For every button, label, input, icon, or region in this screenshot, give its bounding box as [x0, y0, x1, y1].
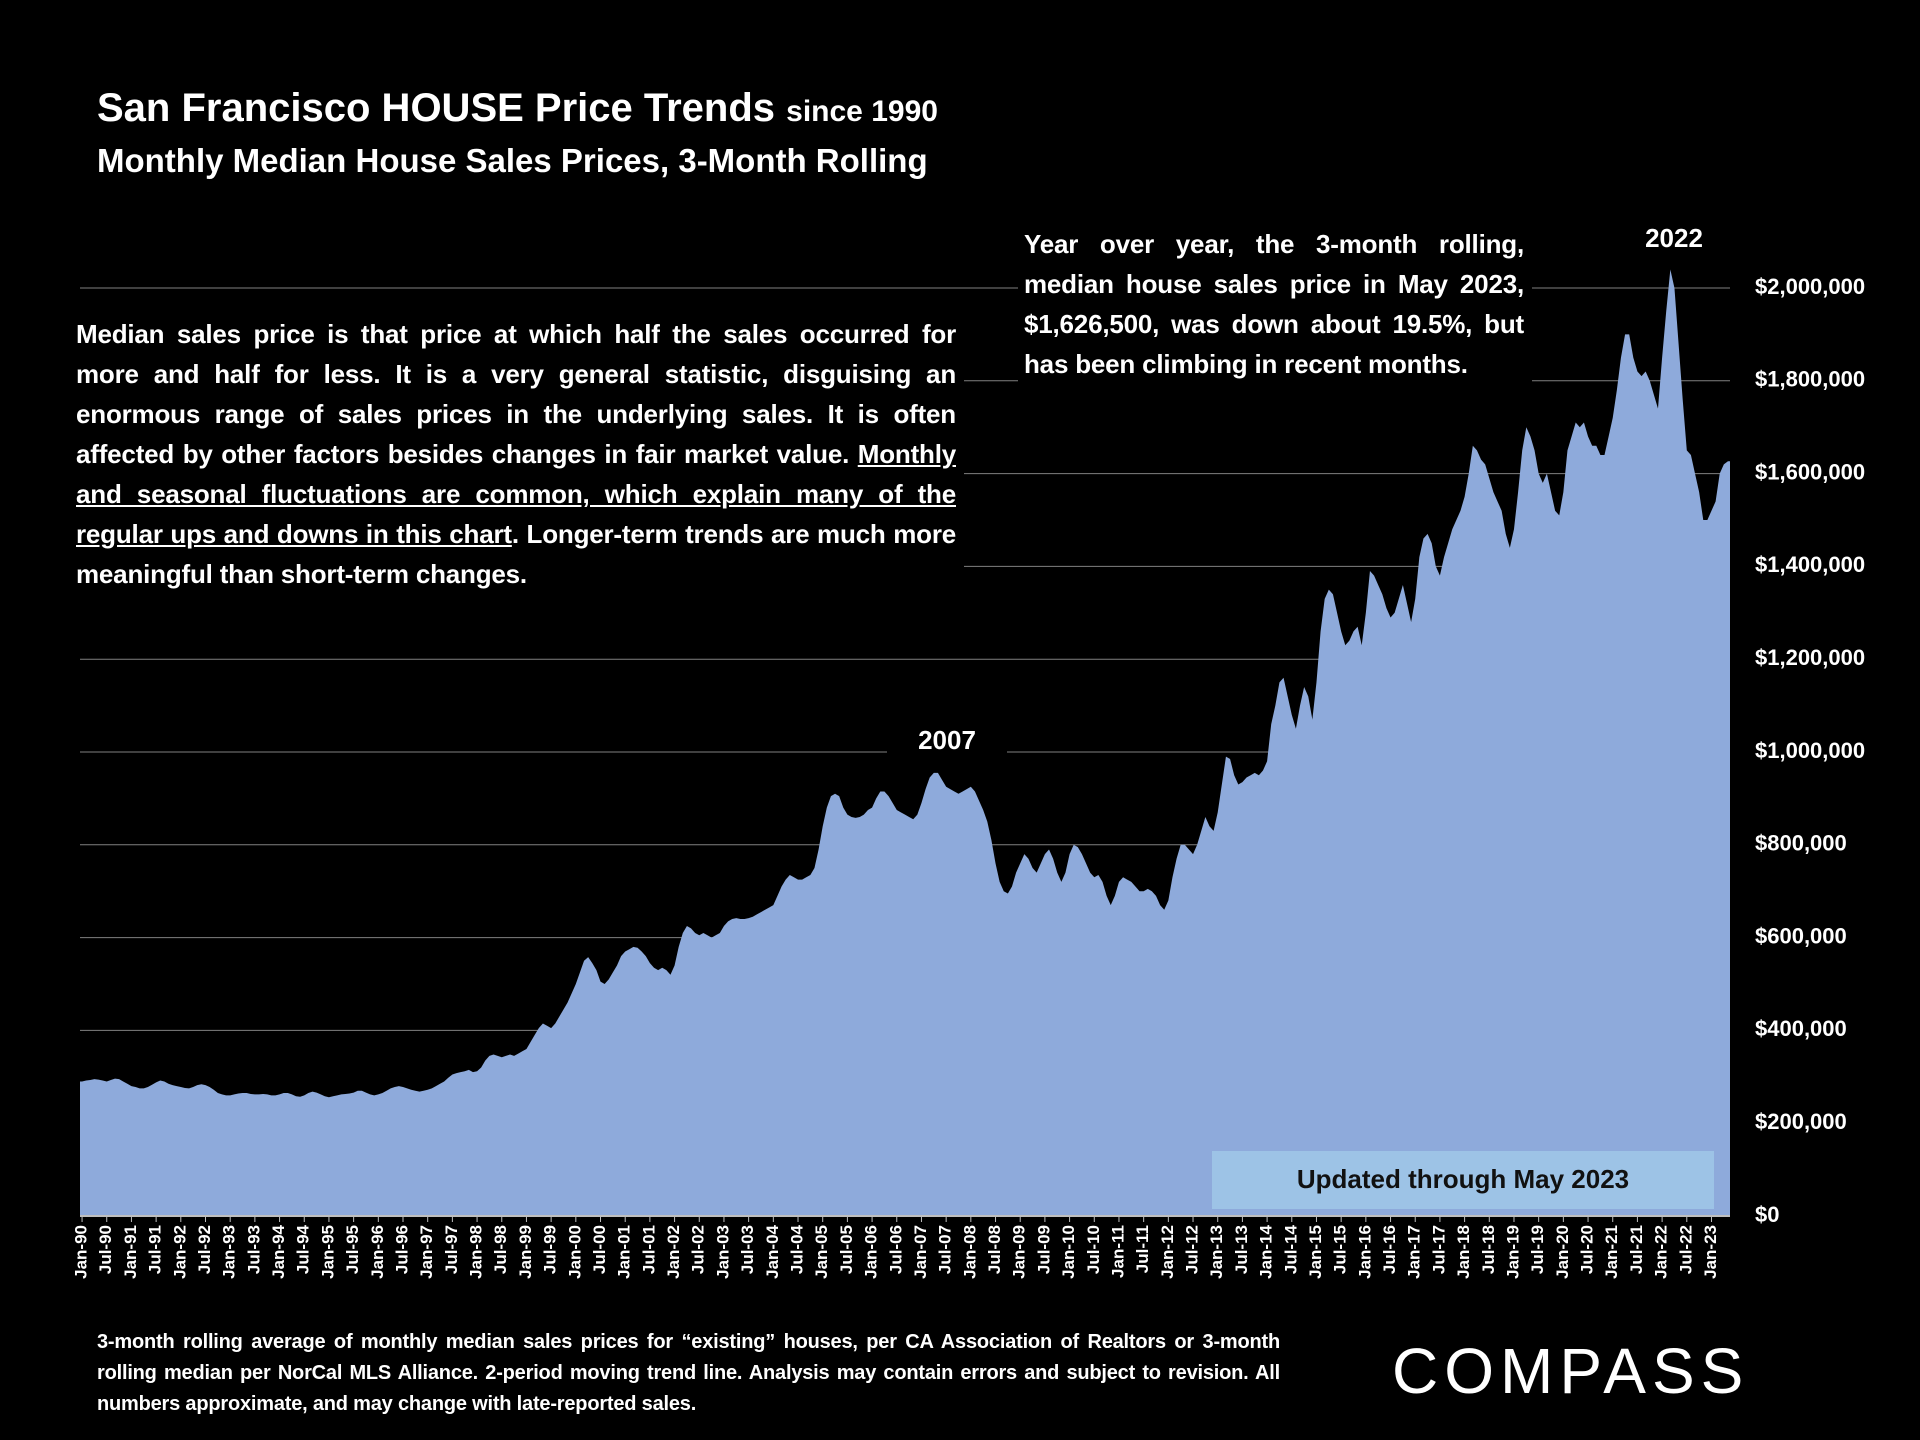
- y-tick-label: $2,000,000: [1755, 274, 1865, 299]
- chart-title-block: San Francisco HOUSE Price Trends since 1…: [97, 86, 938, 131]
- x-tick-label: Jan-11: [1108, 1225, 1127, 1278]
- chart-title: San Francisco HOUSE Price Trends: [97, 86, 776, 130]
- left-note: Median sales price is that price at whic…: [70, 314, 964, 600]
- logo: COMPASS: [1392, 1335, 1750, 1407]
- x-tick-label: Jul-15: [1331, 1225, 1350, 1274]
- chart-title-suffix: since 1990: [786, 95, 938, 128]
- y-tick-label: $1,200,000: [1755, 645, 1865, 670]
- x-tick-label: Jan-13: [1207, 1225, 1226, 1279]
- x-tick-label: Jan-98: [467, 1225, 486, 1279]
- x-tick-label: Jul-94: [294, 1224, 313, 1274]
- x-tick-label: Jan-91: [121, 1225, 140, 1279]
- x-tick-label: Jul-19: [1528, 1225, 1547, 1274]
- x-tick-label: Jul-12: [1183, 1225, 1202, 1274]
- x-tick-label: Jan-90: [72, 1225, 91, 1279]
- x-tick-label: Jul-06: [886, 1225, 905, 1274]
- y-tick-label: $1,800,000: [1755, 367, 1865, 392]
- note-text: . Longer-term trends are much more meani…: [76, 519, 957, 589]
- x-tick-label: Jul-13: [1232, 1225, 1251, 1274]
- y-tick-label: $1,400,000: [1755, 552, 1865, 577]
- x-tick-label: Jan-94: [269, 1224, 288, 1278]
- x-tick-label: Jul-97: [442, 1225, 461, 1274]
- x-tick-label: Jan-10: [1059, 1225, 1078, 1279]
- x-tick-label: Jan-16: [1355, 1225, 1374, 1279]
- x-tick-label: Jul-07: [936, 1225, 955, 1274]
- chart-subtitle: Monthly Median House Sales Prices, 3-Mon…: [97, 142, 928, 179]
- x-tick-label: Jan-22: [1652, 1225, 1671, 1279]
- x-tick-label: Jul-17: [1429, 1225, 1448, 1274]
- annotation: 2022: [1645, 223, 1703, 253]
- annotation: 2007: [918, 725, 976, 755]
- y-tick-label: $400,000: [1755, 1016, 1847, 1041]
- x-tick-label: Jul-08: [985, 1225, 1004, 1274]
- x-tick-label: Jan-97: [417, 1225, 436, 1279]
- x-tick-label: Jul-09: [1034, 1225, 1053, 1274]
- price-area: [80, 269, 1730, 1216]
- x-tick-label: Jan-21: [1602, 1225, 1621, 1279]
- x-tick-label: Jul-11: [1133, 1225, 1152, 1273]
- x-tick-label: Jul-18: [1479, 1225, 1498, 1274]
- annotation-bg: [887, 720, 1007, 762]
- x-tick-label: Jul-03: [738, 1225, 757, 1274]
- x-tick-label: Jan-08: [960, 1225, 979, 1279]
- x-tick-label: Jul-92: [195, 1225, 214, 1274]
- updated-label: Updated through May 2023: [1297, 1164, 1629, 1194]
- x-tick-label: Jul-91: [146, 1225, 165, 1274]
- y-tick-label: $1,000,000: [1755, 738, 1865, 763]
- x-tick-label: Jan-00: [565, 1225, 584, 1279]
- x-tick-label: Jul-90: [96, 1225, 115, 1274]
- updated-box: [1212, 1151, 1714, 1209]
- x-tick-label: Jul-01: [639, 1225, 658, 1274]
- x-tick-label: Jul-00: [590, 1225, 609, 1274]
- x-tick-label: Jan-95: [318, 1225, 337, 1279]
- x-tick-label: Jul-04: [788, 1224, 807, 1274]
- x-tick-label: Jul-21: [1627, 1225, 1646, 1274]
- x-tick-label: Jan-15: [1306, 1225, 1325, 1279]
- y-tick-label: $200,000: [1755, 1109, 1847, 1134]
- x-tick-label: Jan-12: [1158, 1225, 1177, 1279]
- x-tick-label: Jan-09: [1010, 1225, 1029, 1279]
- x-tick-label: Jul-98: [491, 1225, 510, 1274]
- y-tick-label: $800,000: [1755, 831, 1847, 856]
- x-tick-label: Jan-02: [664, 1225, 683, 1279]
- x-tick-label: Jan-03: [713, 1225, 732, 1279]
- x-tick-label: Jul-02: [689, 1225, 708, 1274]
- x-tick-label: Jan-14: [1257, 1224, 1276, 1278]
- x-tick-label: Jul-93: [244, 1225, 263, 1274]
- x-tick-label: Jan-05: [812, 1225, 831, 1279]
- x-tick-label: Jan-06: [862, 1225, 881, 1279]
- x-tick-label: Jan-23: [1701, 1225, 1720, 1279]
- footnote: 3-month rolling average of monthly media…: [97, 1331, 1280, 1415]
- x-tick-label: Jul-99: [541, 1225, 560, 1274]
- x-tick-label: Jul-95: [343, 1225, 362, 1274]
- y-tick-label: $1,600,000: [1755, 459, 1865, 484]
- x-tick-label: Jul-10: [1084, 1225, 1103, 1274]
- x-tick-label: Jan-92: [170, 1225, 189, 1279]
- x-tick-label: Jul-14: [1281, 1224, 1300, 1274]
- x-tick-label: Jul-20: [1578, 1225, 1597, 1274]
- x-tick-label: Jan-07: [911, 1225, 930, 1279]
- x-tick-label: Jul-96: [392, 1225, 411, 1274]
- annotation-bg: [1614, 218, 1734, 260]
- right-note: Year over year, the 3-month rolling, med…: [1018, 224, 1532, 390]
- x-tick-label: Jan-96: [368, 1225, 387, 1279]
- note-underlined: Monthly and seasonal fluctuations are co…: [76, 439, 956, 549]
- x-tick-label: Jan-99: [516, 1225, 535, 1279]
- x-tick-label: Jan-01: [615, 1225, 634, 1279]
- x-tick-label: Jul-22: [1676, 1225, 1695, 1274]
- x-tick-label: Jan-20: [1553, 1225, 1572, 1279]
- y-tick-label: $600,000: [1755, 923, 1847, 948]
- x-tick-label: Jan-17: [1405, 1225, 1424, 1279]
- x-tick-label: Jul-05: [837, 1225, 856, 1274]
- x-tick-label: Jan-18: [1454, 1225, 1473, 1279]
- x-tick-label: Jan-19: [1503, 1225, 1522, 1279]
- x-tick-label: Jul-16: [1380, 1225, 1399, 1274]
- x-tick-label: Jan-93: [220, 1225, 239, 1279]
- note-text: Median sales price is that price at whic…: [76, 319, 956, 469]
- x-tick-label: Jan-04: [763, 1224, 782, 1278]
- y-tick-label: $0: [1755, 1202, 1779, 1227]
